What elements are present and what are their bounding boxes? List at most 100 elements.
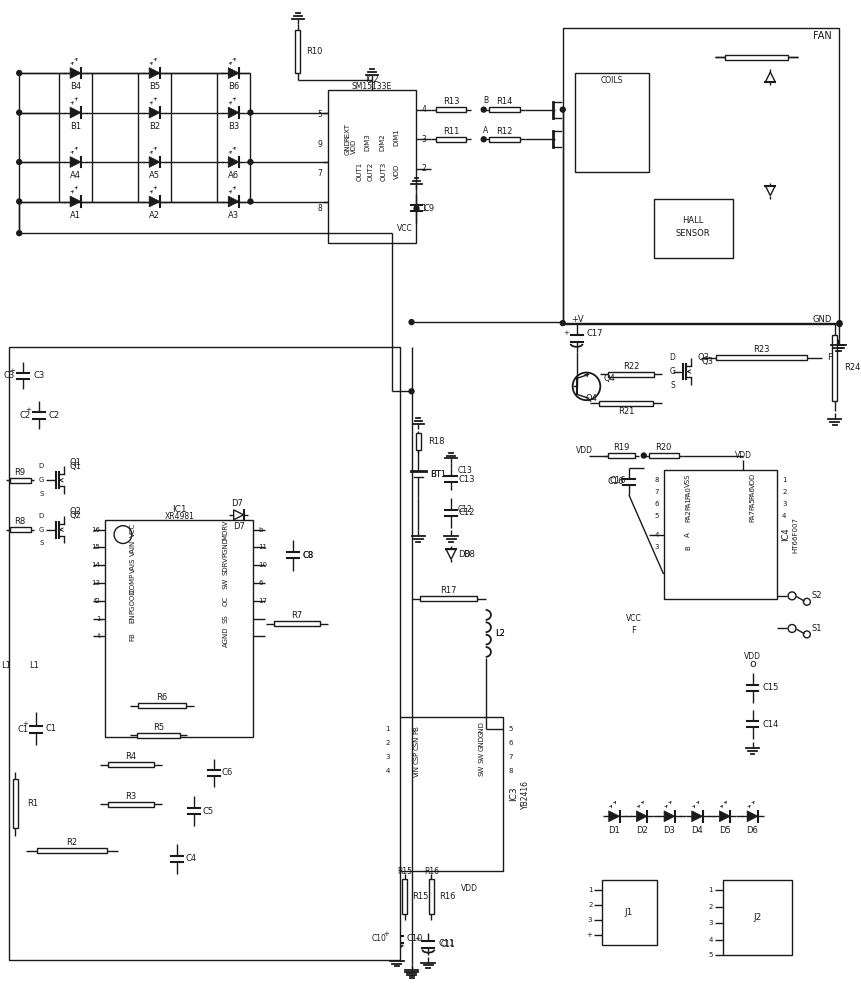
Polygon shape [228,68,238,78]
Text: VDD: VDD [461,884,477,893]
Text: 6: 6 [258,580,263,586]
Text: D1: D1 [608,826,619,835]
Text: YB2416: YB2416 [520,780,530,809]
Bar [108,802,154,807]
Text: +: + [9,368,15,374]
Text: 4: 4 [385,768,389,774]
Text: 1: 1 [421,204,425,213]
Text: VCC: VCC [130,523,136,537]
Bar [37,848,107,853]
Polygon shape [608,811,619,822]
Text: R16: R16 [424,867,438,876]
Text: L2: L2 [495,629,505,638]
Text: R15: R15 [397,867,412,876]
Text: A2: A2 [149,211,160,220]
Text: MDRV: MDRV [222,519,228,540]
Bar [138,703,186,708]
Text: 3: 3 [708,920,712,926]
Bar [105,520,253,737]
Text: 3: 3 [653,544,658,550]
Bar [608,453,634,458]
Text: OC: OC [222,596,228,606]
Text: R22: R22 [622,362,638,371]
Text: VDD: VDD [734,451,751,460]
Text: 5: 5 [653,513,658,519]
Text: GND: GND [811,315,831,324]
Circle shape [248,110,252,115]
Text: C11: C11 [437,939,454,948]
Circle shape [560,321,565,326]
Text: PB: PB [413,725,419,734]
Circle shape [248,160,252,164]
Text: 13: 13 [91,580,100,586]
Text: D7: D7 [232,522,245,531]
Polygon shape [691,811,702,822]
Bar [416,433,420,450]
Bar [9,478,31,483]
Polygon shape [70,196,81,207]
Text: J1: J1 [624,908,633,917]
Text: F: F [826,353,831,362]
Text: R9: R9 [15,468,26,477]
Text: R23: R23 [753,345,769,354]
Text: VDD: VDD [743,652,760,661]
Text: 5: 5 [708,952,712,958]
Text: 8: 8 [508,768,512,774]
Text: 6: 6 [508,740,512,746]
Text: VSS: VSS [684,473,691,487]
Text: B2: B2 [149,122,160,131]
Bar [402,879,406,914]
Text: D3: D3 [663,826,675,835]
Text: b: b [258,527,263,533]
Text: D8: D8 [457,550,469,559]
Text: F: F [631,626,635,635]
Text: VAIN: VAIN [130,539,136,556]
Text: C9: C9 [423,204,434,213]
Text: f2: f2 [93,598,100,604]
Polygon shape [765,72,774,82]
Text: C16: C16 [609,476,625,485]
Text: CSN: CSN [413,736,419,750]
Polygon shape [149,68,160,78]
Text: Q2: Q2 [70,511,82,520]
Text: 1: 1 [781,477,786,483]
Bar [647,453,678,458]
Circle shape [16,231,22,236]
Polygon shape [746,811,757,822]
Text: B: B [482,96,487,105]
Text: DIM2: DIM2 [379,133,385,151]
Text: 8: 8 [318,204,322,213]
Text: R18: R18 [428,437,444,446]
Bar [607,372,653,377]
Text: C13: C13 [458,475,475,484]
Text: D4: D4 [691,826,703,835]
Text: 1: 1 [587,887,592,893]
Bar [13,779,18,828]
Circle shape [16,110,22,115]
Text: L1: L1 [29,661,39,670]
Text: 2: 2 [781,489,785,495]
Text: SW: SW [222,577,228,589]
Text: D2: D2 [635,826,647,835]
Text: A3: A3 [228,211,239,220]
Text: Q1: Q1 [70,458,82,467]
Text: t: t [97,633,100,639]
Text: G: G [39,477,44,483]
Polygon shape [233,510,244,520]
Bar [602,880,656,945]
Text: +: + [414,936,420,942]
Circle shape [480,107,486,112]
Polygon shape [635,811,647,822]
Text: A1: A1 [70,211,81,220]
Text: +: + [562,330,568,336]
Text: R12: R12 [496,127,512,136]
Text: EN: EN [130,614,136,623]
Bar [429,879,433,914]
Text: B: B [684,545,691,550]
Text: Q2: Q2 [70,507,82,516]
Text: C5: C5 [201,807,213,816]
Text: R14: R14 [496,97,512,106]
Text: BT1: BT1 [430,470,446,479]
Text: S2: S2 [811,591,821,600]
Text: SW: SW [478,765,484,776]
